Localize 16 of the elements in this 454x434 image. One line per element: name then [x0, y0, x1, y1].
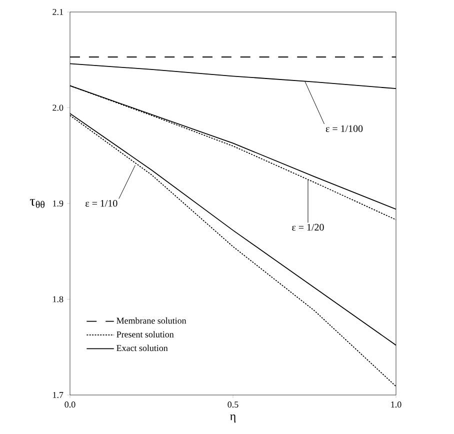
annotation: ε = 1/10 — [86, 200, 118, 207]
y-tick-label: 1.9 — [53, 200, 64, 207]
annotation: ε = 1/20 — [292, 224, 324, 231]
y-tick-label: 2.1 — [52, 8, 63, 16]
annotation: ε = 1/100 — [326, 125, 363, 132]
x-tick-label: 1.0 — [391, 402, 402, 408]
x-tick-label: 0.0 — [64, 402, 76, 408]
legend-label: Membrane solution — [116, 317, 186, 324]
x-tick-label: 0.5 — [228, 402, 238, 408]
y-tick-label: 1.8 — [53, 296, 64, 302]
legend-label: Exact solution — [116, 344, 168, 352]
x-axis-title: η — [230, 414, 236, 423]
y-tick-label: 1.7 — [53, 392, 64, 398]
y-axis-title: τ$_{θθ}$ — [30, 199, 45, 208]
legend-label: Present solution — [116, 331, 174, 338]
y-tick-label: 2.0 — [52, 104, 64, 111]
